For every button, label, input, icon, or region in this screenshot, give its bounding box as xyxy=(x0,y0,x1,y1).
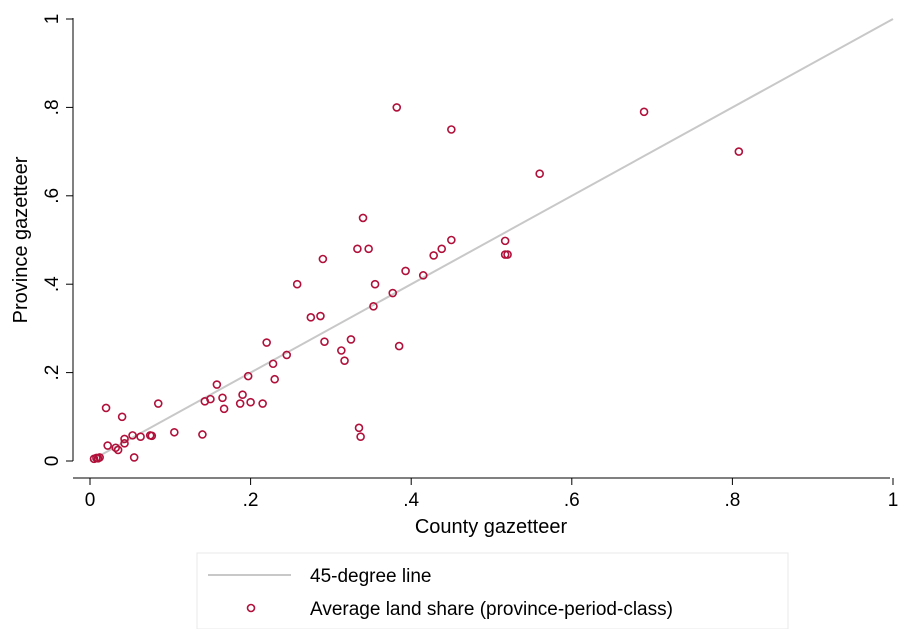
x-tick-label: 0 xyxy=(85,490,96,511)
legend-label-line: 45-degree line xyxy=(310,566,431,587)
scatter-point xyxy=(418,271,428,280)
legend-label-points: Average land share (province-period-clas… xyxy=(310,599,673,620)
series-line-45-degree xyxy=(89,18,894,462)
scatter-point xyxy=(354,423,364,433)
legend-marker-swatch xyxy=(246,603,256,613)
y-tick-label: 0 xyxy=(42,456,63,467)
plot-area: 0 .2 .4 .6 .8 1 0 .2 .4 .6 .8 1 xyxy=(42,14,898,511)
scatter-point xyxy=(316,311,325,321)
scatter-point xyxy=(147,431,157,441)
diagonal-line-layer xyxy=(89,18,894,462)
scatter-point xyxy=(153,399,163,408)
scatter-point xyxy=(246,397,255,407)
y-tick-label: .4 xyxy=(42,276,63,292)
y-tick-label: .2 xyxy=(42,365,63,381)
x-tick-label: .4 xyxy=(403,490,419,511)
x-axis-title: County gazetteer xyxy=(415,516,568,538)
scatter-point xyxy=(235,399,245,408)
scatter-point xyxy=(206,394,215,404)
scatter-point xyxy=(268,359,278,369)
legend-box xyxy=(196,552,789,629)
scatter-point xyxy=(320,337,329,346)
y-tick-label: 1 xyxy=(42,14,63,25)
scatter-point xyxy=(117,412,127,422)
scatter-point xyxy=(292,279,302,289)
scatter-point xyxy=(503,250,512,259)
scatter-point xyxy=(113,445,123,455)
scatter-point xyxy=(734,147,744,156)
scatter-point xyxy=(370,279,380,289)
y-axis-ticks: 0 .2 .4 .6 .8 1 xyxy=(42,14,73,467)
scatter-point xyxy=(500,236,510,246)
x-tick-label: 1 xyxy=(888,490,899,511)
scatter-point xyxy=(128,431,137,440)
scatter-point xyxy=(447,125,456,134)
scatter-point xyxy=(364,244,373,254)
y-tick-label: .6 xyxy=(42,188,63,204)
scatter-point xyxy=(388,288,398,298)
scatter-point xyxy=(262,338,271,347)
x-tick-label: .8 xyxy=(724,490,740,511)
scatter-point xyxy=(369,301,378,311)
scatter-point xyxy=(318,254,328,264)
scatter-point xyxy=(111,443,120,453)
scatter-point xyxy=(120,439,129,448)
scatter-point xyxy=(282,350,292,360)
scatter-point xyxy=(198,430,207,439)
scatter-point xyxy=(219,404,229,414)
x-tick-label: .2 xyxy=(243,490,259,511)
scatter-point xyxy=(401,266,410,276)
x-axis-ticks: 0 .2 .4 .6 .8 1 xyxy=(85,478,899,511)
scatter-point xyxy=(447,235,456,245)
scatter-point xyxy=(358,213,368,223)
scatter-point xyxy=(337,346,346,355)
scatter-point xyxy=(346,335,356,344)
scatter-point xyxy=(120,434,129,444)
x-tick-label: .6 xyxy=(564,490,580,511)
scatter-point xyxy=(340,356,349,365)
legend: 45-degree line Average land share (provi… xyxy=(196,552,789,629)
scatter-point xyxy=(639,107,649,117)
scatter-point xyxy=(356,432,365,441)
scatter-point xyxy=(103,441,112,450)
scatter-point xyxy=(238,390,247,400)
scatter-point xyxy=(394,341,404,351)
scatter-point xyxy=(212,380,222,389)
y-tick-label: .8 xyxy=(42,99,63,115)
scatter-point xyxy=(129,453,139,462)
scatter-point xyxy=(258,399,267,408)
scatter-point xyxy=(429,251,438,260)
scatter-point xyxy=(218,393,227,403)
scatter-point xyxy=(353,244,362,254)
scatter-point xyxy=(270,374,279,384)
scatter-point xyxy=(535,169,544,178)
scatter-point xyxy=(437,244,447,254)
scatter-point xyxy=(101,403,111,413)
y-axis-title: Province gazetteer xyxy=(10,156,32,323)
scatter-point xyxy=(392,103,402,112)
scatter-point xyxy=(243,371,253,381)
scatter-point xyxy=(136,432,145,441)
scatter-point xyxy=(95,453,104,462)
scatter-point xyxy=(306,313,316,322)
data-points xyxy=(89,103,744,464)
scatter-point xyxy=(170,427,179,437)
